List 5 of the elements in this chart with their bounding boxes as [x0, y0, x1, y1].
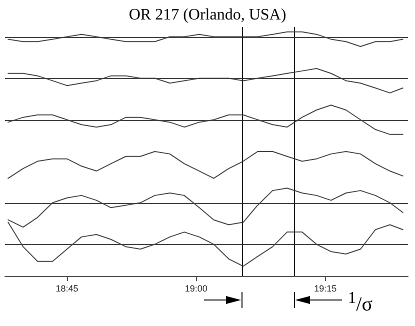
text: $^{1}$/σ — [348, 287, 372, 317]
x-tick-label: 18:45 — [56, 284, 78, 294]
x-tick-label: 19:00 — [184, 284, 208, 294]
x-tick-label: 19:15 — [314, 284, 337, 294]
chart-title: OR 217 (Orlando, USA) — [128, 6, 286, 24]
